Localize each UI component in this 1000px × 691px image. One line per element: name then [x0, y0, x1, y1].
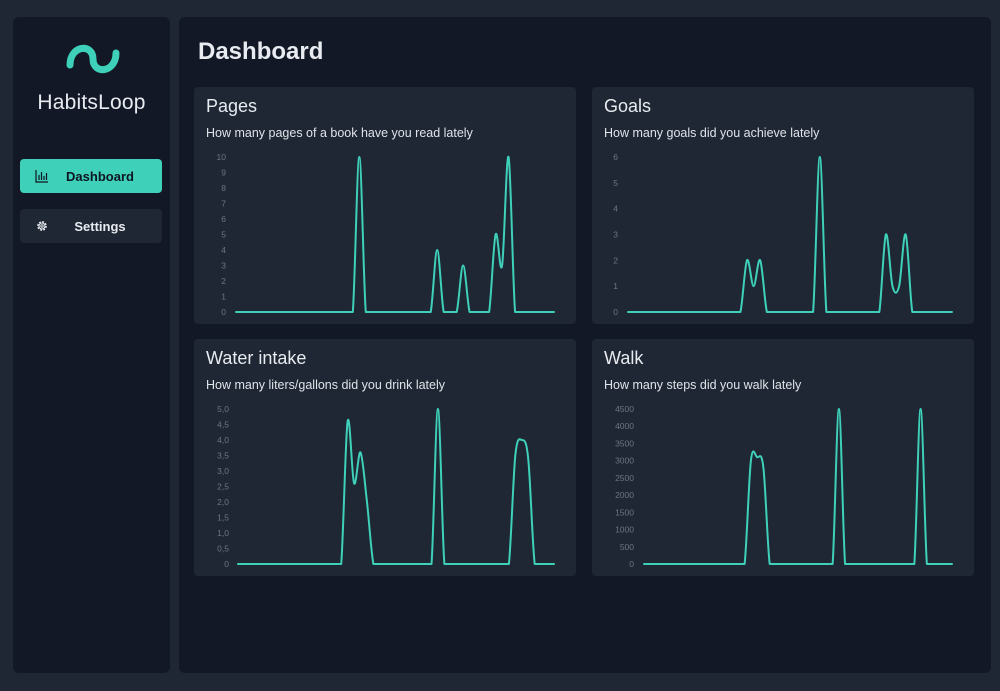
- y-tick-label: 4: [221, 245, 226, 255]
- y-tick-label: 8: [221, 183, 226, 193]
- card-subtitle: How many liters/gallons did you drink la…: [206, 378, 445, 392]
- series-line: [643, 408, 953, 565]
- bar-chart-icon: [35, 170, 48, 183]
- series-line: [627, 156, 953, 313]
- y-tick-label: 3000: [615, 456, 634, 466]
- y-tick-label: 2,0: [217, 497, 229, 507]
- chart-card-goals: Goals How many goals did you achieve lat…: [592, 87, 974, 324]
- y-tick-label: 6: [221, 214, 226, 224]
- y-tick-label: 0,5: [217, 544, 229, 554]
- y-tick-label: 0: [613, 307, 618, 317]
- y-tick-label: 4500: [615, 404, 634, 414]
- pages-line-chart: 0 1 2 3 4 5 6 7 8 9 10: [217, 152, 555, 317]
- y-tick-label: 0: [629, 559, 634, 569]
- y-tick-label: 3,5: [217, 451, 229, 461]
- main-panel: Dashboard Pages How many pages of a book…: [179, 17, 991, 673]
- card-title: Water intake: [206, 348, 307, 368]
- y-tick-label: 4,5: [217, 420, 229, 430]
- y-tick-label: 9: [221, 168, 226, 178]
- y-tick-label: 2: [613, 255, 618, 265]
- y-tick-label: 500: [620, 542, 634, 552]
- card-subtitle: How many steps did you walk lately: [604, 378, 802, 392]
- y-tick-label: 10: [217, 152, 227, 162]
- y-tick-label: 2000: [615, 490, 634, 500]
- y-tick-label: 6: [613, 152, 618, 162]
- sidebar-item-settings[interactable]: Settings: [20, 209, 162, 243]
- sidebar-item-label: Settings: [74, 218, 126, 234]
- y-tick-label: 1: [613, 281, 618, 291]
- water-intake-line-chart: 0 0,5 1,0 1,5 2,0 2,5 3,0 3,5 4,0 4,5 5,0: [217, 404, 555, 569]
- sidebar-item-label: Dashboard: [66, 168, 134, 184]
- y-tick-label: 2500: [615, 473, 634, 483]
- sidebar-item-dashboard[interactable]: Dashboard: [20, 159, 162, 193]
- y-tick-label: 4: [613, 204, 618, 214]
- y-tick-label: 3: [221, 261, 226, 271]
- app-name: HabitsLoop: [37, 91, 146, 114]
- y-tick-label: 1,5: [217, 513, 229, 523]
- series-line: [235, 155, 555, 313]
- page-title: Dashboard: [198, 38, 324, 65]
- y-tick-label: 3500: [615, 438, 634, 448]
- card-title: Goals: [604, 96, 652, 116]
- chart-card-water-intake: Water intake How many liters/gallons did…: [194, 339, 576, 576]
- y-tick-label: 1500: [615, 507, 634, 517]
- series-line: [237, 408, 555, 565]
- y-tick-label: 3: [613, 230, 618, 240]
- card-title: Pages: [206, 96, 258, 116]
- chart-card-pages: Pages How many pages of a book have you …: [194, 87, 576, 324]
- walk-line-chart: 0 500 1000 1500 2000 2500 3000 3500 4000 4500: [615, 404, 953, 569]
- card-subtitle: How many goals did you achieve lately: [604, 126, 820, 140]
- y-tick-label: 3,0: [217, 466, 229, 476]
- y-tick-label: 1: [221, 292, 226, 302]
- y-tick-label: 5,0: [217, 404, 229, 414]
- y-tick-label: 5: [221, 230, 226, 240]
- gear-icon: [37, 221, 47, 231]
- y-tick-label: 4,0: [217, 435, 229, 445]
- y-tick-label: 7: [221, 199, 226, 209]
- y-tick-label: 2: [221, 276, 226, 286]
- y-tick-label: 1,0: [217, 528, 229, 538]
- y-tick-label: 0: [224, 559, 229, 569]
- chart-card-walk: Walk How many steps did you walk lately …: [592, 339, 974, 576]
- y-tick-label: 0: [221, 307, 226, 317]
- goals-line-chart: 0 1 2 3 4 5 6: [613, 152, 953, 317]
- card-title: Walk: [604, 348, 644, 368]
- y-tick-label: 4000: [615, 421, 634, 431]
- loop-wave-icon: [66, 45, 120, 73]
- y-tick-label: 2,5: [217, 482, 229, 492]
- y-tick-label: 5: [613, 178, 618, 188]
- sidebar: HabitsLoop Dashboard Settings: [13, 17, 170, 673]
- y-tick-label: 1000: [615, 525, 634, 535]
- card-subtitle: How many pages of a book have you read l…: [206, 126, 473, 140]
